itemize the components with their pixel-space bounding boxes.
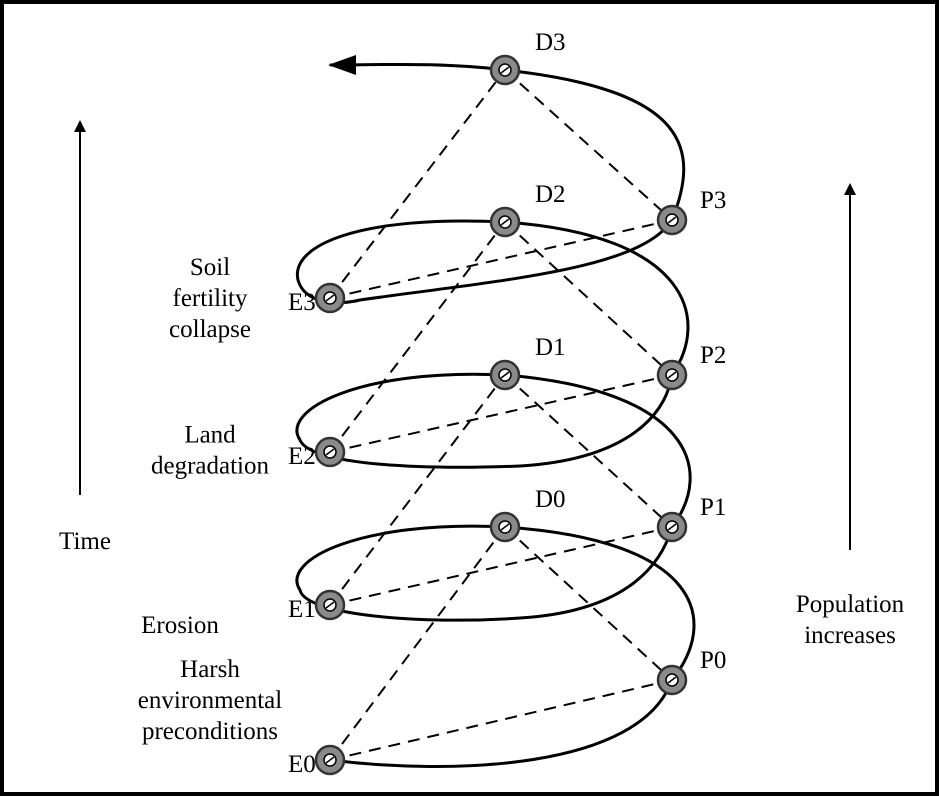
stage-label: preconditions	[142, 718, 278, 745]
node-label: P2	[700, 342, 726, 369]
node-label: E2	[288, 443, 316, 470]
dashed-link	[504, 221, 673, 376]
dashed-link	[329, 221, 506, 453]
dashed-link	[329, 69, 506, 299]
node-label: E3	[288, 289, 316, 316]
node	[656, 204, 688, 236]
stage-label: Erosion	[141, 612, 219, 639]
spiral	[295, 54, 696, 768]
node-label: E0	[288, 751, 316, 778]
dashed-link	[329, 374, 506, 606]
node-label: P1	[700, 494, 726, 521]
node-label: D1	[535, 334, 566, 361]
node-mark	[500, 66, 510, 74]
node-mark	[325, 448, 335, 456]
node-label: P0	[700, 647, 726, 674]
stage-label: fertility	[173, 285, 248, 312]
node-label: P3	[700, 187, 726, 214]
node-mark	[667, 371, 677, 379]
stage-label: Land	[184, 422, 236, 449]
stage-label: collapse	[169, 316, 251, 343]
node	[489, 511, 521, 543]
node-mark	[667, 676, 677, 684]
node	[656, 359, 688, 391]
node-mark	[500, 218, 510, 226]
node	[656, 664, 688, 696]
dashed-link	[504, 526, 673, 681]
node	[314, 436, 346, 468]
node-label: D0	[535, 486, 566, 513]
node	[489, 54, 521, 86]
node	[656, 511, 688, 543]
node-mark	[325, 756, 335, 764]
stage-label: environmental	[138, 687, 282, 714]
node-label: D3	[535, 29, 566, 56]
time-label: Time	[59, 528, 111, 555]
node-label: E1	[288, 596, 316, 623]
node-mark	[500, 523, 510, 531]
node	[314, 282, 346, 314]
dashed-link	[504, 374, 673, 528]
stage-label: degradation	[151, 453, 270, 480]
node-mark	[500, 371, 510, 379]
population-label: Population	[796, 591, 905, 618]
node	[489, 359, 521, 391]
node	[314, 744, 346, 776]
stage-label: Soil	[190, 254, 230, 281]
node-mark	[325, 601, 335, 609]
node-mark	[667, 523, 677, 531]
node	[314, 589, 346, 621]
dashed-link	[329, 526, 506, 761]
node	[489, 206, 521, 238]
stage-label: Harsh	[180, 656, 240, 683]
node-label: D2	[535, 181, 566, 208]
node-mark	[325, 294, 335, 302]
node-mark	[667, 216, 677, 224]
population-label: increases	[804, 622, 896, 649]
dashed-links	[329, 69, 673, 761]
dashed-link	[504, 69, 673, 221]
